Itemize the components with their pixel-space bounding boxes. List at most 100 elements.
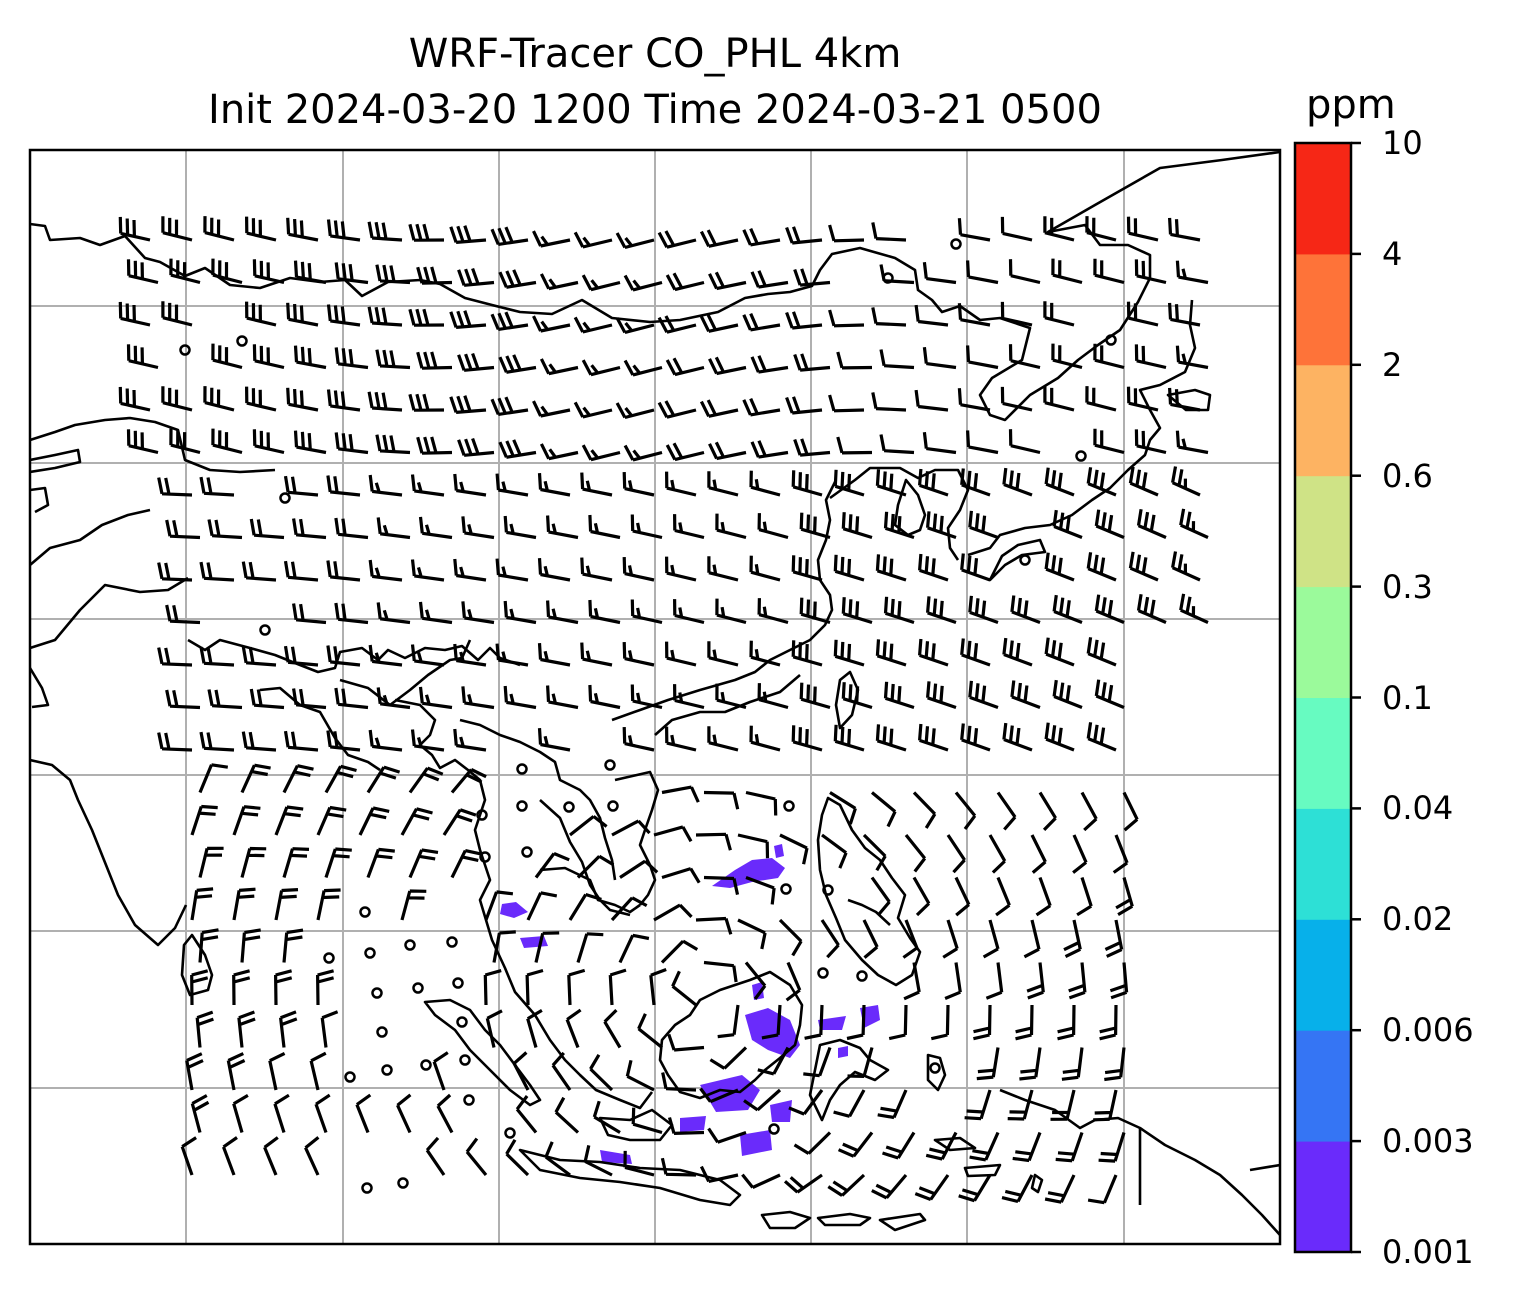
wind-barb	[1086, 637, 1117, 667]
colorbar	[1293, 141, 1361, 1254]
wind-barb	[366, 765, 401, 794]
wind-barb	[1126, 216, 1159, 242]
wind-barb	[703, 790, 740, 810]
wind-barb	[966, 430, 999, 455]
wind-barb	[703, 875, 740, 895]
wind-barb	[334, 432, 369, 455]
wind-barb	[717, 1004, 740, 1039]
colorbar-tick-label: 0.1	[1382, 678, 1433, 717]
wind-barb	[274, 805, 304, 836]
colorbar-segment	[1295, 919, 1351, 1031]
wind-barb	[293, 430, 327, 455]
wind-barb	[416, 266, 453, 285]
calm-wind-marker	[1019, 554, 1031, 566]
wind-barb	[912, 791, 937, 829]
wind-barb	[282, 847, 310, 878]
wind-barb	[567, 968, 586, 1006]
wind-barb	[985, 962, 1004, 1000]
wind-barb	[376, 687, 411, 710]
wind-barb	[537, 643, 571, 667]
wind-barb	[1086, 552, 1117, 582]
wind-barb	[667, 1117, 705, 1135]
wind-barb	[1012, 1131, 1042, 1163]
wind-barb	[492, 930, 516, 963]
calm-wind-marker	[504, 1127, 516, 1139]
wind-barb	[665, 641, 697, 667]
wind-barb	[625, 1059, 655, 1092]
colorbar-tick-label: 0.02	[1382, 900, 1454, 939]
wind-barb	[1023, 919, 1041, 959]
wind-barb	[902, 919, 919, 959]
wind-barb	[293, 345, 327, 370]
wind-barb	[581, 274, 621, 292]
wind-barb	[653, 903, 693, 922]
wind-barb	[957, 303, 991, 327]
wind-barb	[699, 399, 739, 418]
wind-barb	[988, 834, 1007, 874]
wind-barb	[249, 518, 285, 540]
wind-barb	[875, 724, 907, 752]
wind-barb	[274, 888, 299, 921]
wind-barb	[418, 516, 453, 540]
wind-barb	[592, 1100, 621, 1134]
wind-barb	[785, 311, 823, 330]
wind-barb	[1175, 345, 1209, 370]
wind-barb	[292, 688, 327, 710]
wind-barb	[326, 389, 361, 412]
wind-barb	[465, 1137, 488, 1177]
wind-barb	[252, 259, 285, 285]
wind-barb	[622, 472, 655, 497]
wind-barb	[498, 269, 537, 289]
wind-barb	[589, 1053, 614, 1092]
wind-barb	[273, 1093, 290, 1133]
wind-barb	[408, 848, 439, 879]
wind-barb	[1015, 1004, 1034, 1041]
wind-barb	[539, 358, 579, 376]
wind-barb	[355, 1093, 372, 1134]
wind-barb	[324, 764, 357, 794]
wind-barb	[1136, 509, 1167, 539]
wind-barb	[918, 553, 949, 582]
wind-barb	[1044, 552, 1075, 582]
colorbar-tick-label: 2	[1382, 345, 1403, 384]
wind-barb	[1094, 594, 1125, 624]
wind-barb	[157, 477, 193, 497]
wind-barb	[779, 833, 809, 865]
wind-barb	[665, 726, 697, 752]
wind-barb	[461, 516, 495, 540]
calm-wind-marker	[344, 1071, 356, 1083]
colorbar-unit: ppm	[1306, 82, 1396, 128]
wind-barb	[1128, 551, 1159, 582]
wind-barb	[199, 731, 235, 752]
wind-barb	[737, 833, 770, 859]
wind-barb	[661, 867, 701, 884]
wind-barb	[665, 442, 705, 462]
wind-barb	[1044, 722, 1075, 752]
wind-barb	[576, 932, 604, 963]
wind-barb	[241, 646, 277, 667]
wind-barb	[912, 876, 931, 917]
wind-barb	[623, 359, 663, 377]
wind-barb	[169, 428, 201, 455]
wind-barb	[279, 1010, 298, 1048]
wind-barb	[788, 1089, 824, 1116]
wind-barb	[1179, 508, 1209, 539]
wind-barb	[708, 441, 747, 461]
calm-wind-marker	[381, 1064, 393, 1076]
wind-barb	[761, 1004, 782, 1040]
wind-barb	[199, 561, 235, 582]
calm-wind-marker	[452, 977, 464, 989]
wind-barb	[660, 939, 699, 964]
wind-barb	[715, 598, 747, 625]
wind-barb	[286, 387, 319, 412]
wind-barb	[207, 519, 243, 540]
wind-barb	[453, 473, 487, 497]
colorbar-segment	[1295, 697, 1351, 809]
wind-barb	[490, 311, 529, 331]
wind-barb	[1063, 919, 1082, 959]
wind-barb	[453, 728, 487, 752]
wind-barb	[737, 918, 767, 950]
wind-barb	[879, 264, 915, 285]
wind-barb	[416, 436, 453, 455]
wind-barb	[1099, 1004, 1118, 1041]
